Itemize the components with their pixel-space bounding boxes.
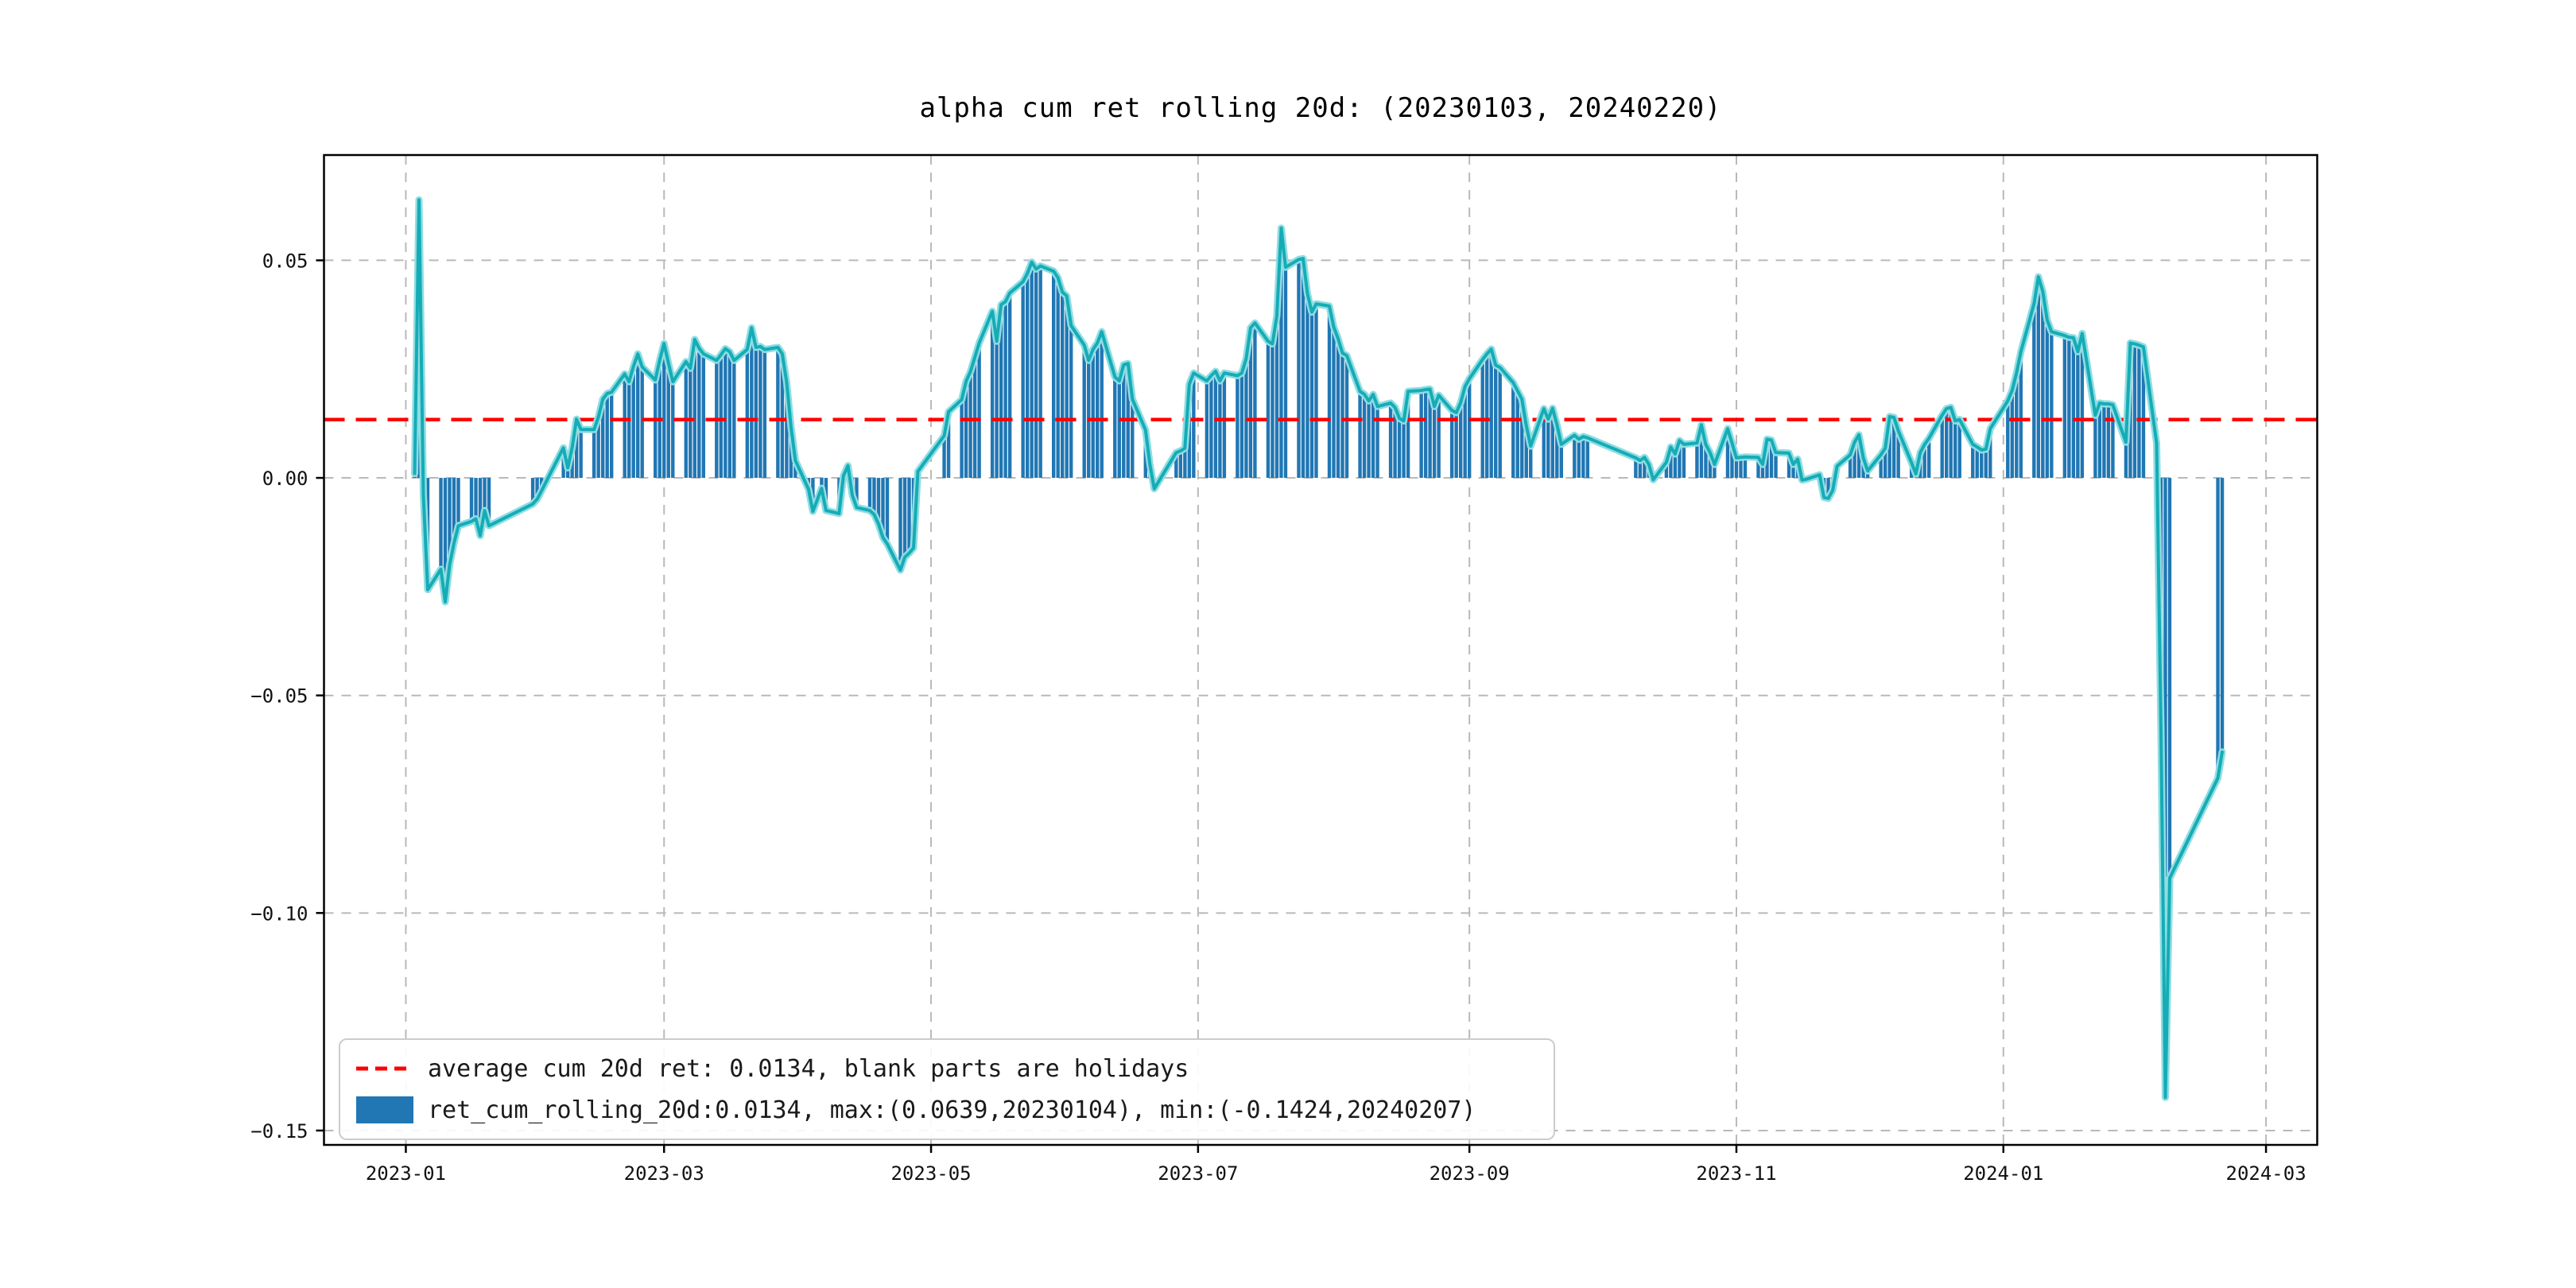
legend-label-series: ret_cum_rolling_20d:0.0134, max:(0.0639,… bbox=[428, 1096, 1476, 1124]
axis-tick-labels: 2023-01 2023-03 2023-05 2023-07 2023-09 2023-… bbox=[250, 250, 2306, 1185]
grid-lines bbox=[324, 155, 2318, 1145]
y-tick-label: −0.10 bbox=[250, 902, 308, 925]
legend-item-average-line: average cum 20d ret: 0.0134, blank parts… bbox=[356, 1049, 1538, 1088]
axis-ticks bbox=[316, 259, 2268, 1153]
x-tick-label: 2023-01 bbox=[366, 1162, 446, 1185]
x-tick-label: 2023-07 bbox=[1158, 1162, 1238, 1185]
x-tick-label: 2023-11 bbox=[1696, 1162, 1776, 1185]
y-tick-label: −0.05 bbox=[250, 685, 308, 708]
legend-item-series: ret_cum_rolling_20d:0.0134, max:(0.0639,… bbox=[356, 1091, 1538, 1129]
y-tick-label: 0.05 bbox=[262, 250, 308, 272]
x-tick-label: 2023-03 bbox=[624, 1162, 704, 1185]
series-line-halo bbox=[411, 196, 2226, 1101]
x-tick-label: 2023-05 bbox=[890, 1162, 971, 1185]
x-tick-label: 2024-03 bbox=[2226, 1162, 2306, 1185]
chart-title: alpha cum ret rolling 20d: (20230103, 20… bbox=[919, 92, 1722, 124]
blue-bar-swatch bbox=[356, 1096, 413, 1123]
series-line bbox=[413, 198, 2224, 1100]
legend-label-average: average cum 20d ret: 0.0134, blank parts… bbox=[428, 1054, 1189, 1083]
series-bars bbox=[413, 200, 2225, 1098]
legend: average cum 20d ret: 0.0134, blank parts… bbox=[339, 1038, 1555, 1140]
red-dashed-line-swatch bbox=[356, 1065, 413, 1073]
y-tick-label: −0.15 bbox=[250, 1120, 308, 1143]
y-tick-label: 0.00 bbox=[262, 467, 308, 490]
x-tick-label: 2023-09 bbox=[1430, 1162, 1510, 1185]
plot-border bbox=[323, 153, 2318, 1146]
x-tick-label: 2024-01 bbox=[1963, 1162, 2043, 1185]
